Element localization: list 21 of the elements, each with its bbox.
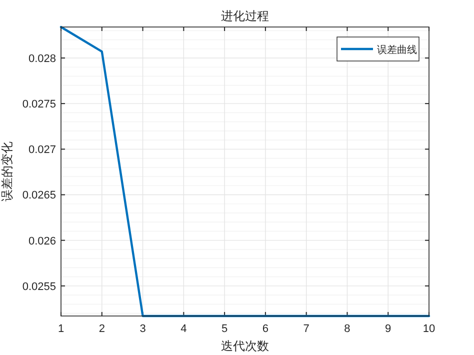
x-tick-label: 1 (58, 323, 64, 335)
x-tick-label: 6 (262, 323, 269, 335)
y-tick-label: 0.0255 (22, 280, 56, 293)
x-tick-label: 3 (140, 323, 146, 335)
x-tick-label: 10 (422, 323, 436, 335)
y-tick-label: 0.0275 (22, 98, 56, 111)
y-axis-title: 误差的变化 (0, 142, 14, 202)
chart-title: 进化过程 (221, 9, 269, 23)
y-tick-label: 0.0265 (22, 190, 56, 202)
y-tick-label: 0.027 (28, 144, 56, 156)
x-tick-label: 4 (180, 323, 187, 335)
legend-label: 误差曲线 (377, 44, 417, 56)
x-tick-label: 8 (344, 323, 350, 335)
x-tick-label: 5 (221, 323, 228, 335)
y-tick-label: 0.026 (28, 235, 56, 248)
legend: 误差曲线 (336, 36, 420, 62)
x-tick-label: 9 (385, 323, 392, 335)
x-tick-label: 7 (303, 323, 310, 335)
y-tick-label: 0.028 (28, 52, 56, 65)
x-axis-title: 迭代次数 (221, 339, 269, 353)
x-tick-label: 2 (98, 323, 105, 335)
